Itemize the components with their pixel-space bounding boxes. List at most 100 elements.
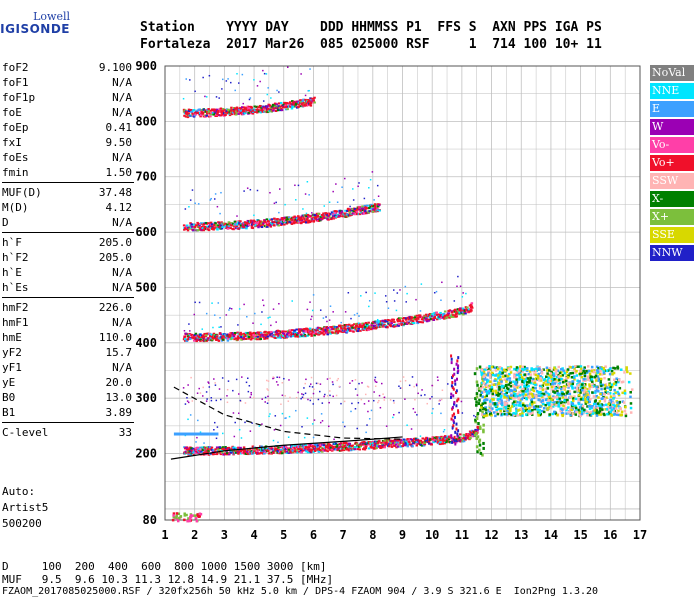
- echo-point: [333, 332, 337, 335]
- echo-point: [613, 367, 617, 370]
- echo-point: [559, 374, 562, 378]
- echo-point: [524, 396, 528, 400]
- echo-point: [259, 451, 263, 454]
- echo-point: [283, 334, 287, 337]
- echo-point: [306, 334, 309, 337]
- echo-point: [232, 335, 236, 338]
- echo-point: [540, 372, 544, 375]
- echo-point: [522, 387, 525, 391]
- echo-point: [279, 333, 282, 336]
- echo-point: [219, 224, 223, 227]
- echo-point: [476, 450, 479, 454]
- echo-point: [600, 393, 604, 396]
- echo-point: [270, 97, 272, 99]
- echo-point: [527, 372, 531, 376]
- echo-point: [317, 219, 321, 222]
- echo-point: [325, 327, 329, 330]
- echo-point: [251, 445, 255, 448]
- echo-point: [555, 380, 558, 384]
- echo-point: [263, 72, 266, 75]
- echo-point: [509, 409, 512, 413]
- echo-point: [430, 443, 433, 446]
- echo-point: [610, 383, 613, 386]
- echo-point: [357, 445, 361, 448]
- echo-point: [569, 413, 572, 417]
- echo-point: [403, 438, 406, 441]
- echo-point: [528, 406, 531, 410]
- echo-point: [564, 376, 568, 380]
- echo-point: [225, 111, 229, 114]
- echo-point: [610, 414, 614, 417]
- echo-point: [524, 374, 527, 378]
- echo-point: [450, 384, 453, 388]
- echo-point: [319, 445, 322, 448]
- echo-point: [209, 337, 213, 340]
- echo-point: [512, 392, 516, 395]
- echo-point: [339, 328, 343, 331]
- echo-point: [476, 383, 479, 387]
- echo-point: [278, 211, 280, 214]
- echo-point: [563, 400, 566, 404]
- echo-point: [599, 392, 602, 396]
- echo-point: [206, 332, 210, 335]
- echo-point: [453, 367, 456, 371]
- echo-point: [280, 107, 283, 110]
- echo-point: [291, 300, 293, 302]
- echo-point: [546, 378, 550, 381]
- echo-point: [310, 334, 313, 337]
- echo-point: [400, 324, 404, 327]
- echo-point: [288, 415, 291, 418]
- echo-point: [443, 317, 446, 320]
- echo-point: [327, 447, 330, 450]
- echo-point: [196, 446, 200, 449]
- echo-point: [482, 423, 485, 427]
- echo-point: [560, 411, 564, 415]
- echo-point: [276, 218, 279, 221]
- echo-point: [315, 213, 318, 216]
- echo-point: [548, 367, 552, 370]
- echo-point: [238, 222, 241, 225]
- echo-point: [187, 452, 190, 455]
- echo-point: [224, 111, 227, 114]
- echo-point: [261, 110, 265, 113]
- echo-point: [367, 400, 370, 402]
- echo-point: [296, 218, 300, 221]
- echo-point: [557, 405, 560, 408]
- echo-point: [321, 217, 324, 220]
- echo-point: [531, 394, 534, 397]
- echo-point: [570, 376, 574, 379]
- echo-point: [604, 391, 608, 394]
- echo-point: [407, 439, 410, 442]
- echo-point: [376, 210, 380, 213]
- echo-point: [214, 448, 217, 451]
- param-name: MUF(D): [2, 186, 42, 199]
- echo-point: [259, 335, 262, 338]
- echo-point: [553, 410, 556, 414]
- echo-point: [622, 401, 626, 404]
- echo-point: [438, 403, 440, 405]
- echo-point: [201, 112, 205, 115]
- echo-point: [330, 448, 334, 451]
- echo-point: [396, 320, 400, 323]
- echo-point: [327, 425, 330, 428]
- echo-point: [221, 111, 224, 114]
- echo-point: [593, 370, 596, 374]
- echo-point: [301, 215, 304, 218]
- echo-point: [518, 402, 522, 405]
- echo-point: [537, 414, 540, 417]
- echo-point: [285, 219, 288, 222]
- echo-point: [490, 365, 494, 369]
- echo-point: [361, 205, 364, 208]
- echo-point: [207, 338, 210, 341]
- echo-point: [560, 394, 563, 397]
- echo-point: [289, 330, 292, 333]
- echo-point: [322, 333, 326, 336]
- echo-point: [327, 218, 330, 221]
- echo-point: [209, 452, 213, 455]
- echo-point: [244, 421, 246, 424]
- echo-point: [380, 321, 384, 324]
- echo-point: [218, 97, 220, 99]
- echo-point: [562, 379, 566, 382]
- echo-point: [204, 446, 207, 449]
- echo-point: [309, 102, 313, 105]
